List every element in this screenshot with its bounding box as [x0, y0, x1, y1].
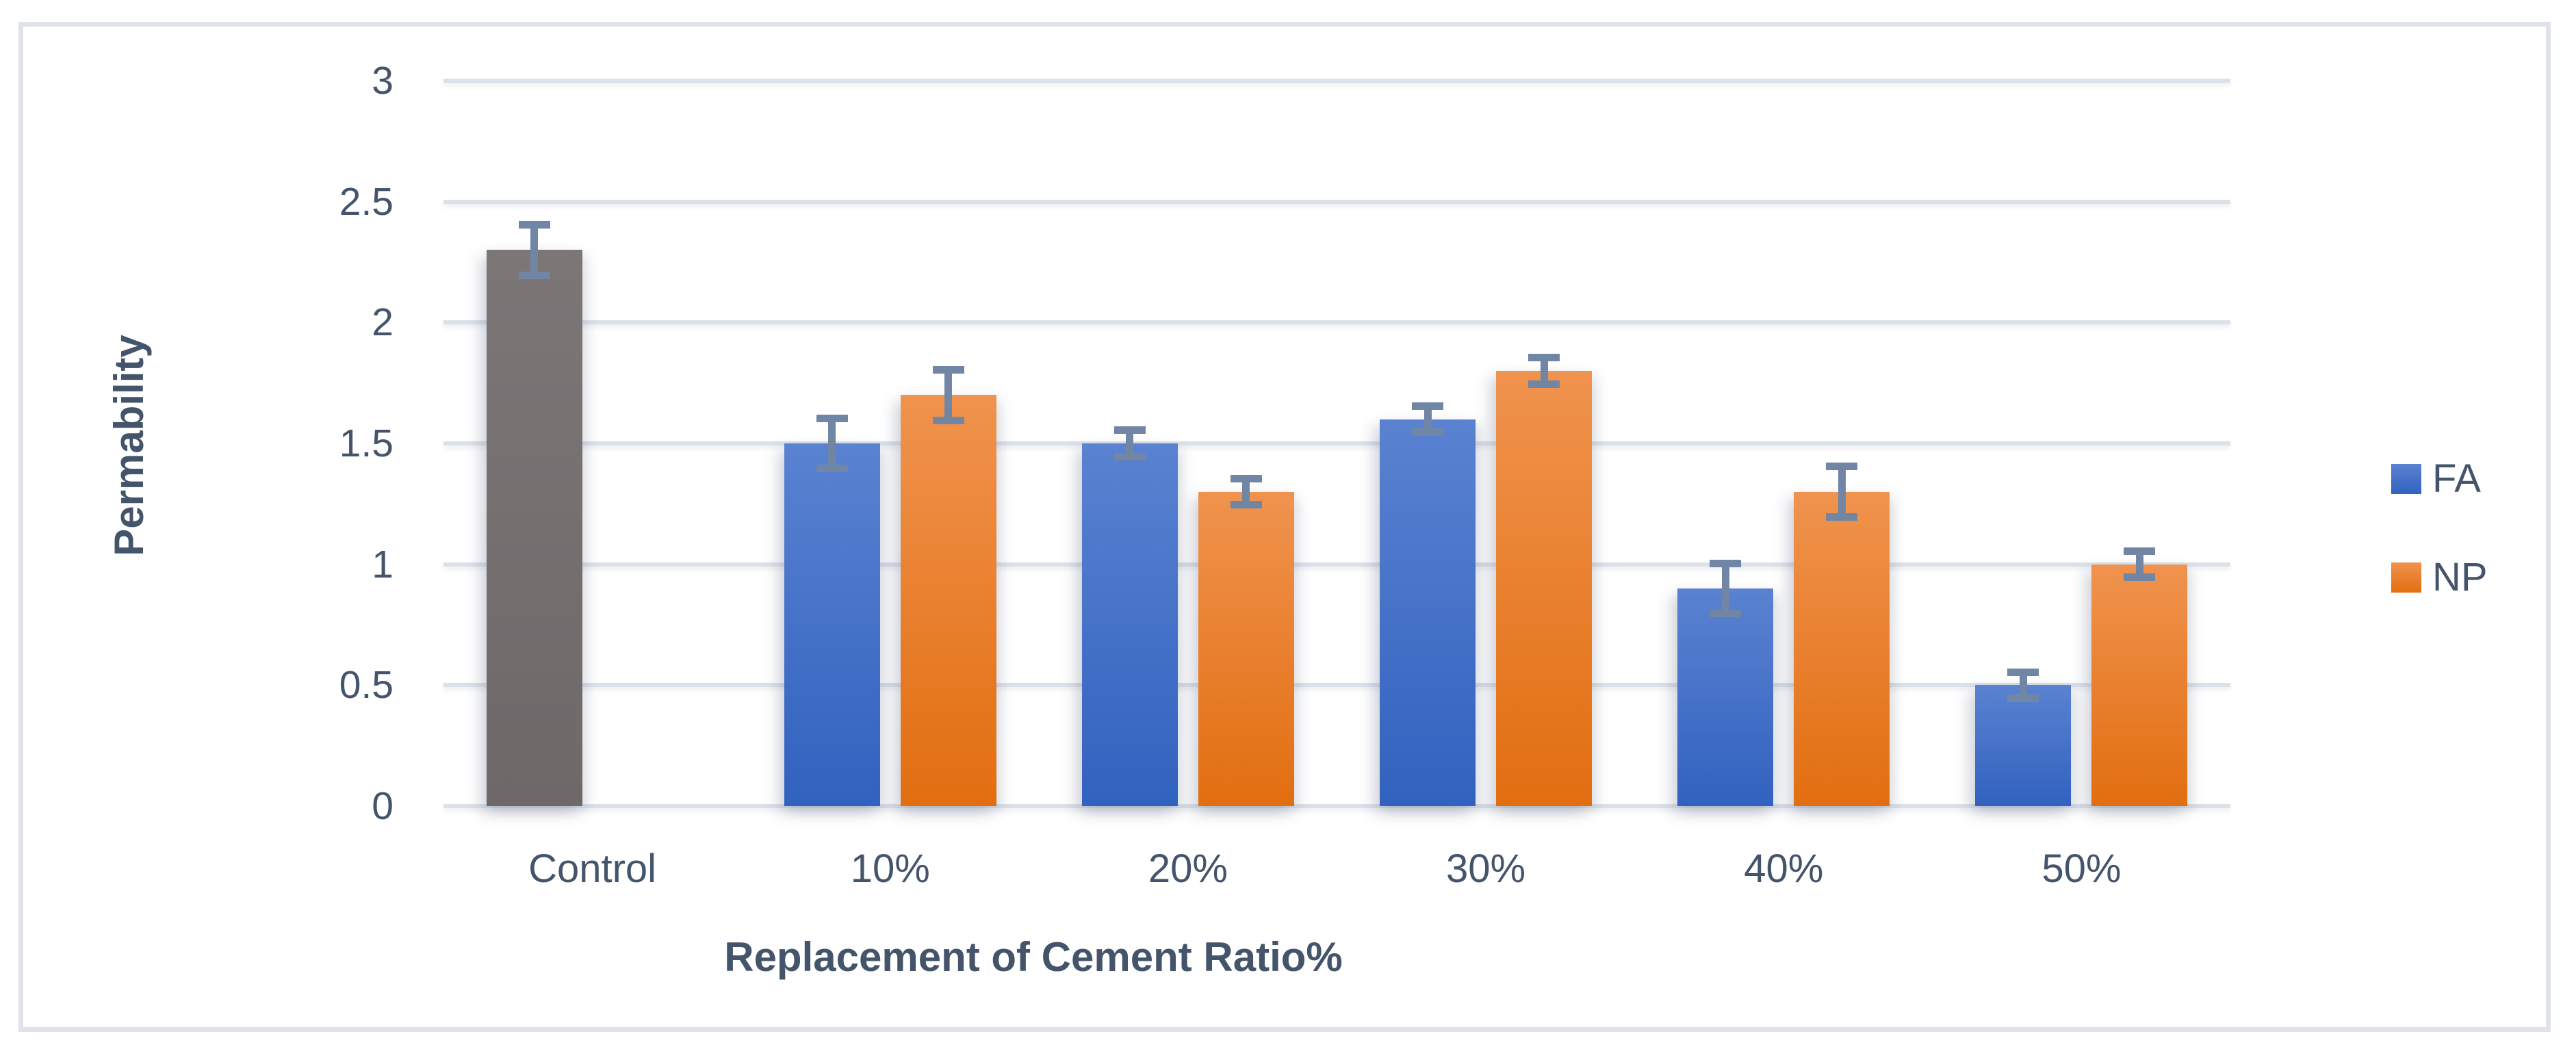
error-bar-np-30% [1528, 380, 1560, 388]
error-bar-fa-20% [1126, 431, 1134, 456]
error-bar-fa-30% [1412, 428, 1444, 437]
error-bar-np-10% [932, 416, 964, 424]
y-tick-label-2: 2 [372, 300, 394, 345]
error-bar-fa-control [530, 226, 539, 274]
x-tick-label-40%: 40% [1744, 846, 1824, 891]
bar-np-40% [1794, 491, 1890, 806]
bar-np-20% [1198, 491, 1294, 806]
legend-label-fa: FA [2432, 456, 2481, 501]
legend-item-fa: FA [2391, 454, 2481, 504]
error-bar-fa-40% [1721, 564, 1729, 613]
y-tick-label-2.5: 2.5 [339, 179, 394, 224]
legend-label-np: NP [2432, 555, 2488, 599]
y-tick-label-1.5: 1.5 [339, 422, 394, 465]
error-bar-fa-20% [1113, 452, 1146, 461]
x-tick-label-20%: 20% [1148, 846, 1228, 891]
gridline-y-0 [443, 804, 2230, 808]
bar-fa-50% [1975, 685, 2072, 806]
error-bar-fa-30% [1424, 407, 1432, 432]
error-bar-np-40% [1826, 463, 1858, 471]
error-bar-fa-50% [2007, 695, 2039, 702]
bar-np-50% [2091, 564, 2188, 806]
gridline-y-2.5 [443, 199, 2230, 204]
error-bar-fa-30% [1412, 402, 1444, 410]
error-bar-np-30% [1540, 359, 1548, 383]
error-bar-fa-50% [2007, 668, 2039, 676]
chart-border [18, 22, 2551, 1032]
error-bar-np-50% [2124, 547, 2156, 555]
error-bar-fa-10% [828, 419, 836, 468]
x-tick-label-50%: 50% [2042, 846, 2122, 891]
x-axis-title: Replacement of Cement Ratio% [724, 934, 1343, 980]
plot-area [443, 79, 2230, 808]
error-bar-fa-control [518, 271, 550, 279]
legend-swatch-np [2391, 562, 2421, 593]
error-bar-np-10% [932, 366, 964, 374]
x-tick-label-10%: 10% [850, 846, 930, 891]
error-bar-fa-10% [816, 465, 848, 473]
error-bar-np-40% [1838, 467, 1846, 516]
gridline-y-0.5 [443, 683, 2230, 688]
error-bar-fa-10% [816, 414, 848, 422]
error-bar-np-50% [2135, 552, 2143, 577]
bar-fa-10% [784, 443, 880, 806]
y-axis-title: Permability [106, 335, 152, 556]
x-tick-label-control: Control [528, 846, 657, 891]
bar-fa-30% [1380, 419, 1476, 806]
y-tick-label-0.5: 0.5 [339, 663, 394, 708]
error-bar-fa-40% [1710, 610, 1742, 618]
gridline-y-3 [443, 79, 2230, 83]
bar-np-30% [1496, 371, 1593, 806]
legend-swatch-fa [2391, 464, 2421, 494]
bar-fa-control [486, 250, 582, 806]
x-tick-label-30%: 30% [1446, 846, 1526, 891]
gridline-y-1 [443, 562, 2230, 567]
legend-item-np: NP [2391, 553, 2488, 602]
error-bar-np-40% [1826, 513, 1858, 521]
error-bar-fa-20% [1113, 426, 1146, 435]
bar-fa-40% [1677, 588, 1774, 806]
gridline-y-1.5 [443, 441, 2230, 445]
bar-fa-20% [1081, 443, 1178, 806]
error-bar-np-20% [1230, 501, 1262, 509]
y-tick-label-1: 1 [372, 542, 394, 586]
error-bar-np-20% [1242, 480, 1250, 504]
error-bar-np-50% [2124, 573, 2156, 582]
gridline-y-2 [443, 320, 2230, 325]
bar-np-10% [900, 395, 996, 806]
error-bar-np-20% [1230, 475, 1262, 482]
error-bar-np-10% [944, 371, 953, 419]
y-tick-label-0: 0 [372, 784, 394, 828]
error-bar-fa-50% [2019, 673, 2027, 697]
error-bar-np-30% [1528, 354, 1560, 362]
error-bar-fa-40% [1710, 559, 1742, 567]
error-bar-fa-control [518, 221, 550, 229]
y-tick-label-3: 3 [372, 59, 394, 103]
